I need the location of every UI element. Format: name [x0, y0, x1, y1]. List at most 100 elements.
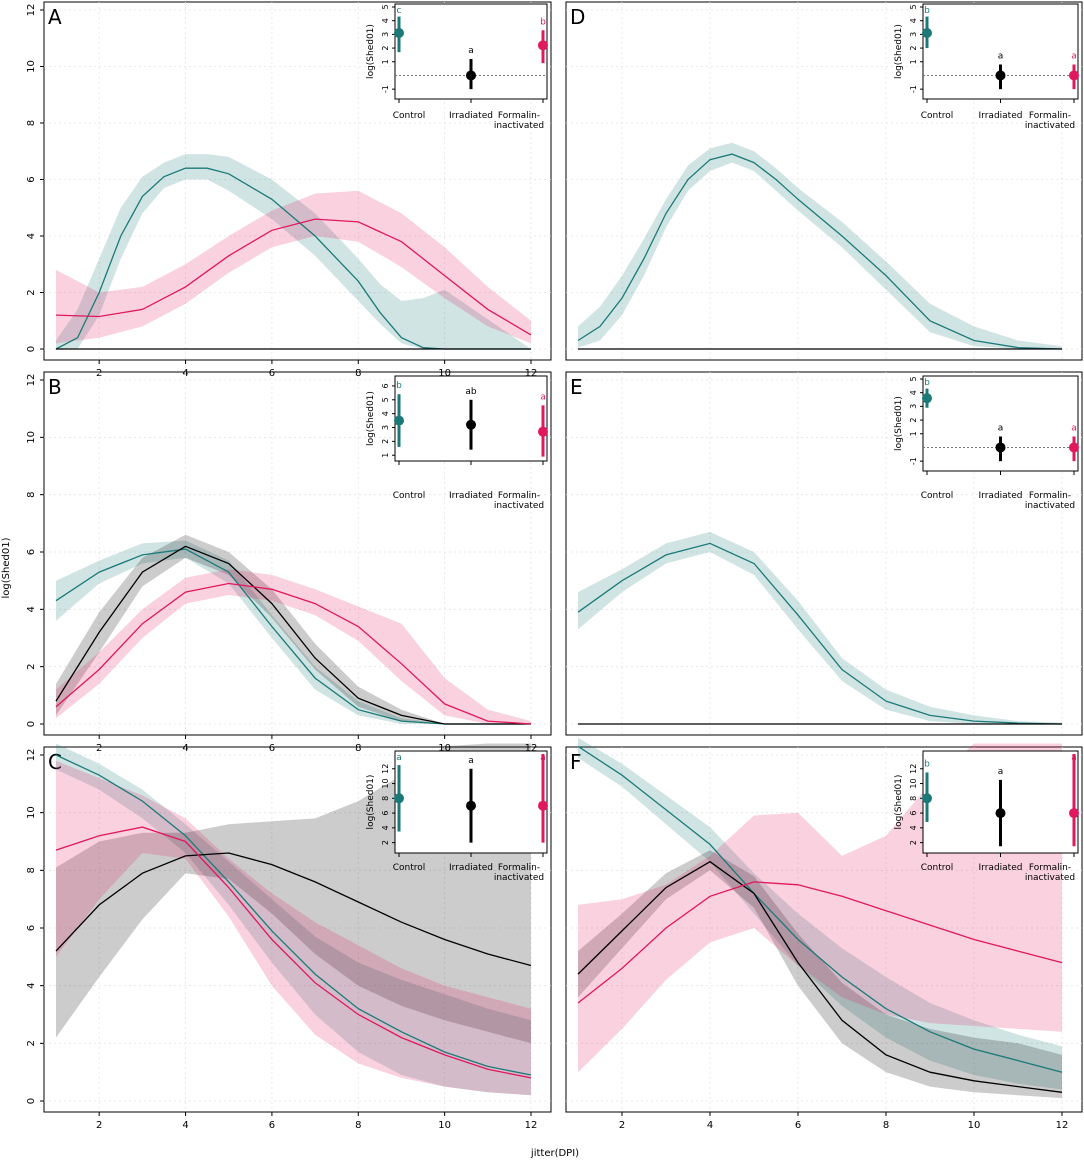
y-tick-label: 10 [26, 806, 37, 819]
inset-x-label: Irradiated [979, 863, 1023, 873]
inset-point-formalin-inactivated [538, 426, 548, 437]
panel-d: D -1 1 2 3 4 5 log(Shed01) b Control a Irradiated a F… [565, 1, 1083, 361]
inset-x-label: Irradiated [449, 491, 493, 501]
fit-line-control [55, 167, 531, 350]
inset-y-tick-label: 8 [909, 796, 918, 801]
inset-x-label: Control [393, 111, 426, 121]
inset-y-tick-label: 1 [381, 59, 390, 64]
inset-y-tick-label: 10 [909, 778, 918, 788]
inset-y-tick-label: 3 [381, 425, 390, 430]
y-tick-label: 6 [26, 549, 37, 555]
ci-band-irradiated [56, 534, 531, 724]
inset-point-formalin-inactivated [1069, 70, 1079, 81]
inset-point-irradiated [466, 419, 476, 430]
inset-x-label: Irradiated [979, 491, 1023, 501]
fit-line-irradiated [577, 860, 1063, 1093]
inset-y-tick-label: 4 [381, 825, 390, 830]
panel-letter: F [570, 750, 582, 774]
inset-y-tick-label: 5 [909, 4, 918, 9]
ci-band-control [578, 531, 1062, 724]
inset-letter-control: b [924, 378, 930, 388]
x-tick-label: 10 [968, 1120, 981, 1131]
inset-point-control [394, 28, 404, 39]
inset-y-tick-label: 1 [381, 453, 390, 458]
inset-y-tick-label: 2 [909, 418, 918, 423]
y-tick-label: 8 [26, 491, 37, 497]
ci-band-control [56, 743, 531, 1096]
inset-point-formalin-inactivated [1069, 808, 1079, 819]
panel-frame [565, 746, 1083, 1113]
y-tick-label: 2 [26, 663, 37, 669]
fit-line-irradiated [55, 545, 531, 725]
panel-e: E -1 1 2 3 4 5 log(Shed01) b Control a Irradiated a F… [565, 371, 1083, 736]
panel-letter: D [570, 5, 585, 29]
inset-x-label: Formalin- [498, 863, 540, 873]
inset-point-irradiated [995, 70, 1006, 81]
y-tick-label: 2 [26, 289, 37, 295]
x-tick-label: 4 [707, 1120, 713, 1131]
inset-c: 2 4 6 8 10 12 log(Shed01) a Control a Irradiated a F… [366, 750, 548, 883]
panel-frame [43, 371, 552, 736]
y-tick-label: 4 [26, 606, 37, 612]
inset-y-tick-label: 2 [381, 840, 390, 845]
x-tick-label: 6 [269, 1120, 275, 1131]
x-tick-label: 6 [795, 1120, 801, 1131]
inset-y-tick-label: 5 [381, 397, 390, 402]
inset-y-tick-label: -1 [909, 85, 918, 93]
inset-x-label: inactivated [494, 873, 544, 883]
inset-letter-control: a [396, 753, 402, 763]
inset-y-tick-label: 4 [909, 18, 918, 23]
fit-line-control [577, 542, 1063, 725]
inset-y-tick-label: 5 [381, 4, 390, 9]
inset-y-tick-label: 3 [381, 32, 390, 37]
inset-letter-control: c [397, 6, 402, 16]
x-tick-label: 2 [96, 1120, 102, 1131]
inset-b: 1 2 3 4 5 6 log(Shed01) b Control ab Irradiated a Fo… [366, 375, 548, 511]
x-axis-label: jitter(DPI) [530, 1148, 579, 1159]
y-tick-label: 0 [26, 721, 37, 727]
x-tick-label: 12 [525, 1120, 538, 1131]
inset-y-tick-label: 2 [909, 46, 918, 51]
inset-y-tick-label: 2 [909, 840, 918, 845]
inset-x-label: Control [921, 111, 954, 121]
inset-point-formalin-inactivated [1069, 442, 1079, 453]
inset-letter-formalin-inactivated: a [540, 753, 546, 763]
y-tick-label: 8 [26, 867, 37, 873]
inset-x-label: Control [393, 491, 426, 501]
fit-line-formalin-inactivated [55, 218, 532, 336]
y-tick-label: 10 [26, 60, 37, 73]
inset-y-label: log(Shed01) [894, 396, 904, 451]
inset-x-label: Formalin- [498, 111, 540, 121]
y-tick-label: 8 [26, 120, 37, 126]
y-tick-label: 12 [26, 374, 37, 387]
fit-line-control [55, 548, 531, 725]
y-tick-label: 4 [26, 982, 37, 988]
inset-x-label: Control [921, 491, 954, 501]
x-tick-label: 8 [883, 1120, 889, 1131]
inset-y-tick-label: 12 [909, 764, 918, 774]
inset-y-tick-label: 6 [909, 811, 918, 816]
inset-y-tick-label: 1 [909, 431, 918, 436]
inset-y-label: log(Shed01) [366, 775, 376, 830]
inset-x-label: Control [921, 863, 954, 873]
inset-y-tick-label: 1 [909, 59, 918, 64]
inset-point-formalin-inactivated [538, 40, 548, 51]
fit-line-formalin-inactivated [577, 881, 1063, 1004]
inset-letter-irradiated: a [998, 52, 1004, 62]
inset-letter-irradiated: ab [465, 387, 477, 397]
inset-letter-irradiated: a [468, 46, 474, 56]
inset-x-label: inactivated [1025, 121, 1075, 131]
inset-letter-irradiated: a [998, 424, 1004, 434]
panel-frame [43, 1, 552, 361]
y-tick-label: 0 [26, 346, 37, 352]
ci-band-control [578, 737, 1062, 1090]
ci-band-formalin-inactivated [56, 760, 531, 1096]
inset-y-tick-label: 12 [381, 764, 390, 774]
inset-y-tick-label: 10 [381, 778, 390, 788]
y-axis-label: log(Shed01) [1, 537, 12, 598]
inset-y-tick-label: 4 [381, 411, 390, 416]
ci-band-formalin-inactivated [56, 569, 531, 724]
y-tick-label: 0 [26, 1098, 37, 1104]
inset-a: -1 1 2 3 4 5 log(Shed01) c Control a Irradiated b Fo… [366, 3, 548, 131]
